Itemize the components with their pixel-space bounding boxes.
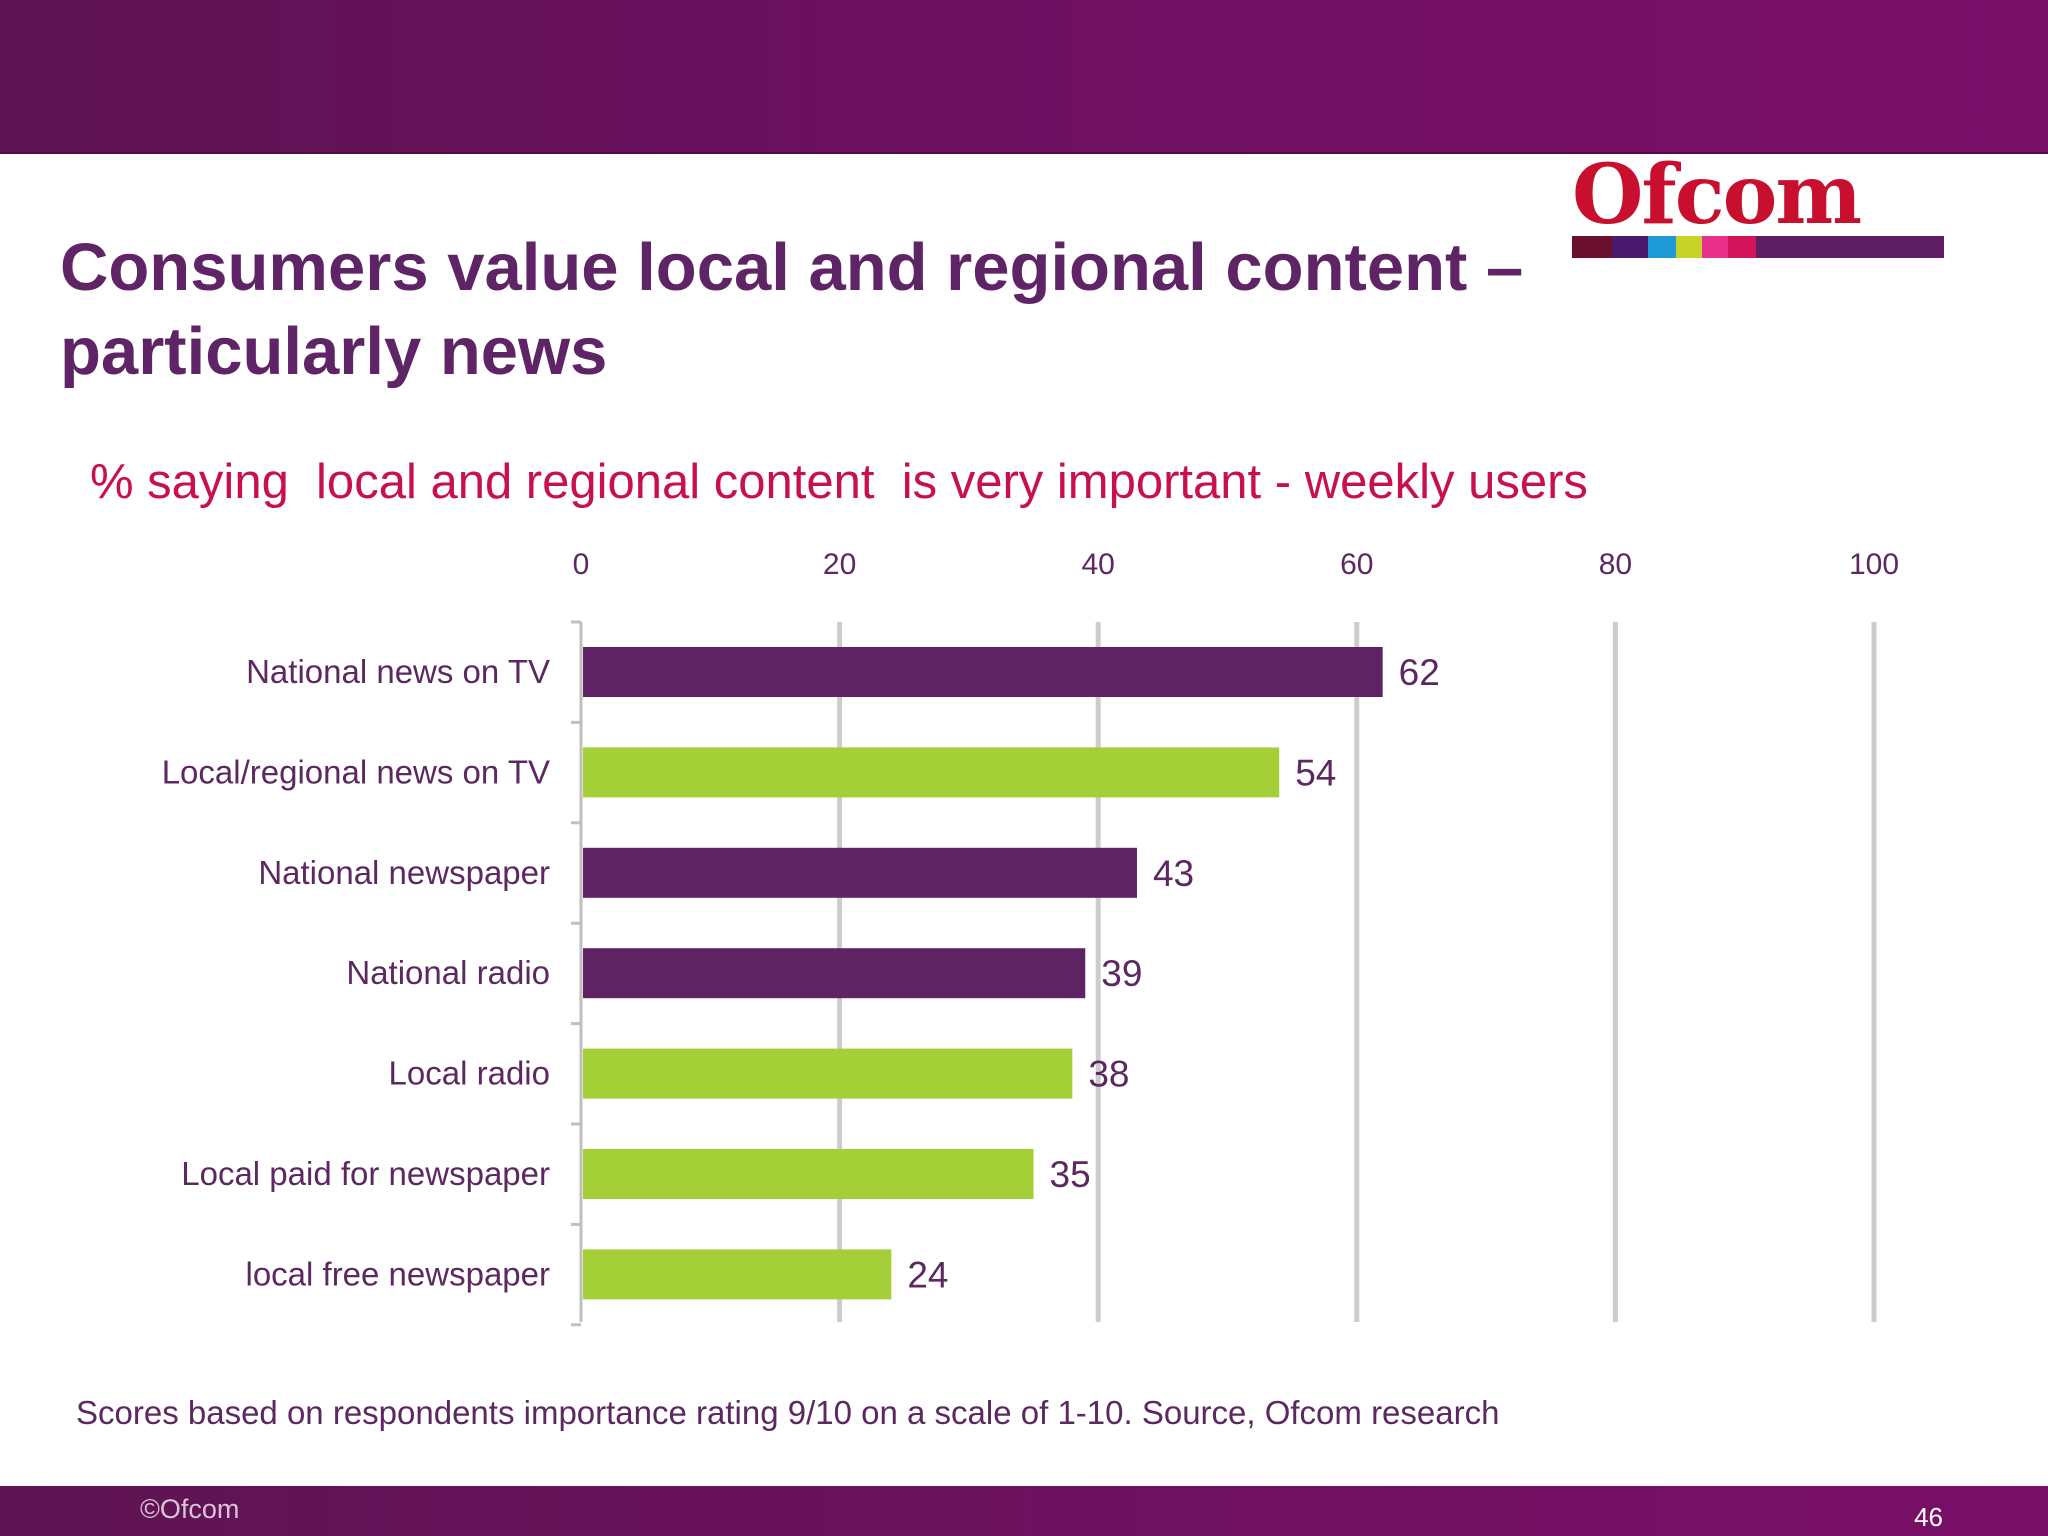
data-label: 43 [1153, 853, 1194, 894]
header-band [0, 0, 2048, 154]
logo-stripe-segment [1572, 236, 1612, 258]
x-tick-label: 40 [1082, 548, 1115, 581]
ofcom-logo: Ofcom [1572, 154, 1944, 260]
x-tick-label: 0 [573, 548, 590, 581]
category-label: Local paid for newspaper [181, 1155, 550, 1192]
chart-subtitle: % saying local and regional content is v… [90, 455, 1588, 509]
bar [583, 1048, 1073, 1099]
logo-wordmark: Ofcom [1572, 147, 1862, 243]
x-tick-label: 60 [1340, 548, 1373, 581]
logo-stripe-segment [1648, 236, 1676, 258]
category-label: local free newspaper [245, 1255, 550, 1292]
category-label: Local radio [389, 1055, 550, 1092]
copyright-text: ©Ofcom [140, 1494, 240, 1524]
page-number: 46 [1914, 1502, 1943, 1532]
data-label: 38 [1088, 1054, 1129, 1095]
x-tick-label: 80 [1599, 548, 1632, 581]
category-label: National newspaper [258, 854, 550, 891]
category-label: National news on TV [246, 653, 550, 690]
logo-stripe-segment [1756, 236, 1944, 258]
logo-stripe-segment [1676, 236, 1702, 258]
bar [583, 1249, 892, 1300]
x-tick-label: 100 [1849, 548, 1899, 581]
data-label: 39 [1101, 953, 1142, 994]
data-label: 35 [1050, 1154, 1091, 1195]
category-label: National radio [346, 954, 550, 991]
logo-stripe-segment [1702, 236, 1728, 258]
category-label: Local/regional news on TV [162, 753, 550, 790]
bar [583, 1149, 1034, 1199]
bar [583, 747, 1280, 798]
slide-title: Consumers value local and regional conte… [60, 230, 1524, 389]
data-label: 62 [1399, 652, 1440, 693]
bar [583, 948, 1086, 999]
data-label: 24 [907, 1254, 948, 1295]
bar [583, 647, 1383, 697]
importance-bar-chart: 0 20 40 60 80 100 National news on TV 62 Local/r… [162, 548, 1899, 1327]
logo-stripe-segment [1728, 236, 1756, 258]
x-tick-label: 20 [823, 548, 856, 581]
data-label: 54 [1295, 752, 1336, 793]
footnote: Scores based on respondents importance r… [76, 1394, 1500, 1431]
footer-band: ©Ofcom 46 [0, 1486, 2048, 1536]
logo-color-stripe [1572, 236, 1944, 258]
bar [583, 847, 1137, 898]
logo-stripe-segment [1612, 236, 1648, 258]
